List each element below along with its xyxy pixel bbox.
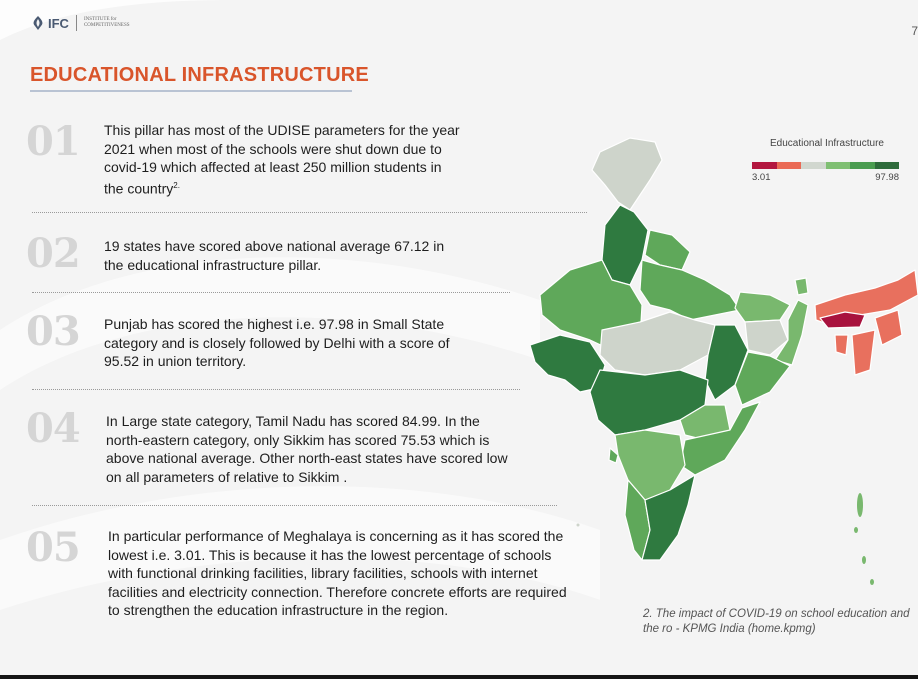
map-region-meghalaya (819, 311, 866, 329)
divider (32, 505, 557, 506)
map-region-tripura (834, 334, 849, 356)
map-region-jharkhand (744, 319, 789, 356)
legend-title: Educational Infrastructure (770, 138, 884, 149)
map-region-jammu-kashmir (591, 137, 663, 211)
point-number: 02 (26, 230, 81, 277)
map-region-west-bengal (774, 299, 809, 366)
bottom-bar (0, 675, 918, 679)
point-number: 05 (26, 524, 81, 571)
logo-subtext: INSTITUTE for COMPETITIVENESS (83, 17, 130, 28)
footnote: 2. The impact of COVID-19 on school educ… (643, 608, 910, 635)
divider (32, 212, 587, 213)
map-region-gujarat (530, 334, 606, 393)
divider (32, 292, 510, 293)
legend-swatch (752, 162, 777, 169)
logo-text: IFC (48, 15, 69, 31)
india-choropleth-map (530, 137, 918, 585)
legend-swatch (776, 162, 801, 169)
legend-max: 97.98 (875, 172, 899, 183)
legend-values: 3.01 97.98 (752, 172, 899, 183)
page-number: 7 (911, 24, 918, 38)
point-text: This pillar has most of the UDISE parame… (104, 122, 460, 197)
map-region-goa (608, 447, 619, 464)
map-region-manipur (874, 309, 903, 346)
point-text: In particular performance of Meghalaya i… (108, 528, 567, 618)
map-region-uttar-pradesh (639, 259, 741, 321)
legend-swatch (825, 162, 850, 169)
legend-min: 3.01 (752, 172, 771, 183)
page-title: EDUCATIONAL INFRASTRUCTURE (30, 64, 369, 86)
map-region-andaman-nicobar (854, 493, 874, 585)
map-region-lakshadweep (576, 523, 580, 527)
map-region-mizoram (851, 329, 876, 376)
legend-swatch (850, 162, 875, 169)
point-number: 03 (26, 308, 81, 355)
legend-color-bar (752, 162, 899, 169)
point-number: 01 (26, 118, 81, 165)
point-text: 19 states have scored above national ave… (104, 238, 445, 273)
logo-mark-icon (33, 16, 43, 30)
map-legend: Educational Infrastructure 3.01 97.98 (752, 138, 902, 183)
map-region-andhra-pradesh (679, 401, 761, 476)
logo-separator (75, 15, 77, 31)
divider (32, 389, 520, 390)
legend-swatch (801, 162, 826, 169)
point-number: 04 (26, 405, 81, 452)
title-underline (30, 90, 352, 92)
ifc-logo: IFC INSTITUTE for COMPETITIVENESS (32, 15, 130, 31)
map-region-odisha (734, 351, 791, 406)
map-region-tamil-nadu (641, 474, 696, 561)
map-region-sikkim (794, 277, 809, 296)
point-text: Punjab has scored the highest i.e. 97.98… (104, 316, 450, 369)
legend-swatch (874, 162, 899, 169)
point-text: In Large state category, Tamil Nadu has … (106, 413, 508, 485)
map-region-bihar (734, 291, 791, 323)
